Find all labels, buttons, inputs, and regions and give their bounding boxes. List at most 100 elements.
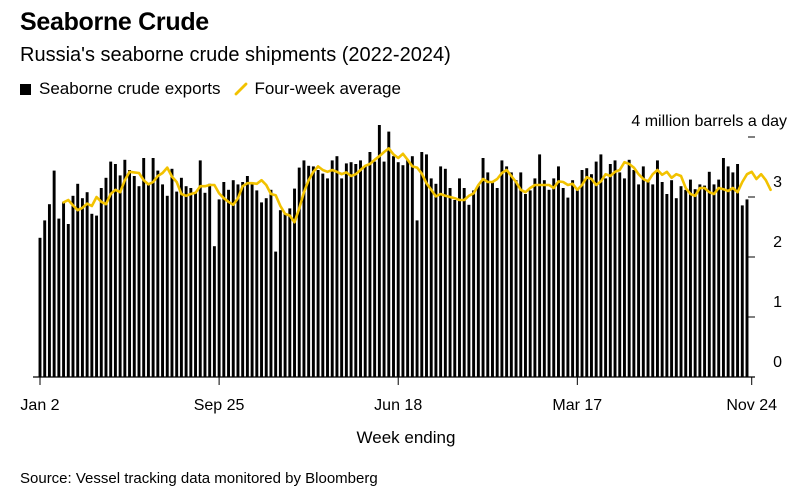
bar — [500, 160, 504, 377]
bar — [217, 199, 221, 377]
bar — [359, 160, 362, 377]
bar — [410, 156, 414, 377]
bar — [486, 172, 490, 377]
bar — [194, 192, 197, 377]
bar — [255, 190, 259, 377]
bar — [349, 162, 353, 377]
bar — [462, 188, 466, 377]
bar — [377, 125, 381, 377]
bar — [622, 178, 626, 377]
bar — [420, 152, 424, 377]
bar — [278, 210, 282, 377]
bar — [95, 215, 99, 377]
bar — [538, 154, 542, 377]
bar — [698, 184, 702, 377]
bar — [707, 171, 711, 377]
y-tick-label: 0 — [773, 354, 782, 371]
bar — [236, 184, 240, 377]
bar — [401, 165, 405, 377]
bar — [274, 251, 278, 377]
bar — [326, 178, 329, 377]
bar — [542, 180, 546, 377]
bar — [665, 194, 669, 377]
bar — [80, 198, 84, 377]
bar — [142, 158, 146, 377]
bar — [387, 131, 391, 377]
bar — [528, 190, 532, 377]
bar — [76, 183, 80, 377]
bar — [453, 200, 457, 377]
bar — [307, 165, 311, 377]
bar — [38, 237, 42, 377]
line-series-four-week-average — [62, 147, 772, 224]
y-tick-label: 1 — [773, 294, 782, 311]
bar — [443, 168, 447, 377]
x-tick-label: Nov 24 — [726, 397, 777, 414]
bar — [472, 190, 476, 377]
bar — [740, 205, 744, 377]
bar — [509, 172, 513, 377]
bar — [297, 167, 301, 377]
bar — [491, 182, 494, 377]
bar — [632, 170, 636, 377]
bar — [392, 156, 395, 377]
bar — [62, 201, 66, 377]
y-tick-label: 3 — [773, 174, 782, 191]
bar — [66, 224, 70, 377]
bar — [373, 161, 377, 377]
bar — [264, 198, 268, 377]
bar — [726, 166, 730, 377]
bar — [547, 189, 551, 377]
bar — [439, 166, 443, 377]
bar — [109, 161, 113, 377]
y-axis-label: 4 million barrels a day — [631, 113, 787, 130]
bar — [85, 192, 89, 377]
bar — [693, 189, 697, 377]
bar — [222, 182, 226, 377]
bar — [198, 160, 202, 377]
legend-bar-swatch — [20, 83, 31, 95]
bar — [250, 184, 254, 377]
bar — [113, 164, 117, 377]
legend: Seaborne crude exports Four-week average — [20, 79, 401, 99]
bar — [552, 178, 556, 377]
bar — [458, 178, 461, 377]
bar — [354, 164, 358, 377]
bar — [43, 220, 47, 377]
chart-area: 0 1 2 3 4 million barrels a day Jan 2 Sep 25 Ju… — [20, 113, 787, 447]
bar — [47, 204, 51, 377]
bar — [151, 158, 155, 377]
bar — [123, 159, 127, 377]
x-tick-label: Jan 2 — [20, 397, 59, 414]
bar — [646, 179, 650, 377]
y-tick-label: 2 — [773, 234, 782, 251]
bar — [52, 170, 56, 377]
bar — [104, 177, 108, 377]
bar — [302, 160, 306, 377]
bar — [189, 188, 193, 377]
bar — [132, 176, 136, 377]
bar — [179, 177, 183, 377]
bar — [311, 166, 315, 377]
x-tick-label: Jun 18 — [374, 397, 422, 414]
bar — [288, 208, 292, 377]
bar — [368, 152, 372, 377]
bar — [434, 183, 438, 377]
bar — [608, 164, 612, 377]
bar — [293, 188, 296, 377]
bar — [335, 156, 339, 377]
bar — [406, 159, 410, 377]
bar — [533, 178, 537, 377]
bar — [425, 154, 428, 377]
bar — [637, 184, 641, 377]
bar — [557, 166, 560, 377]
bar — [717, 179, 721, 377]
bar — [679, 186, 683, 377]
bar — [330, 160, 334, 377]
bar — [241, 182, 245, 377]
bar — [156, 170, 160, 377]
bar — [161, 184, 165, 377]
bar — [90, 213, 94, 377]
bar — [674, 198, 678, 377]
bar — [703, 185, 707, 377]
